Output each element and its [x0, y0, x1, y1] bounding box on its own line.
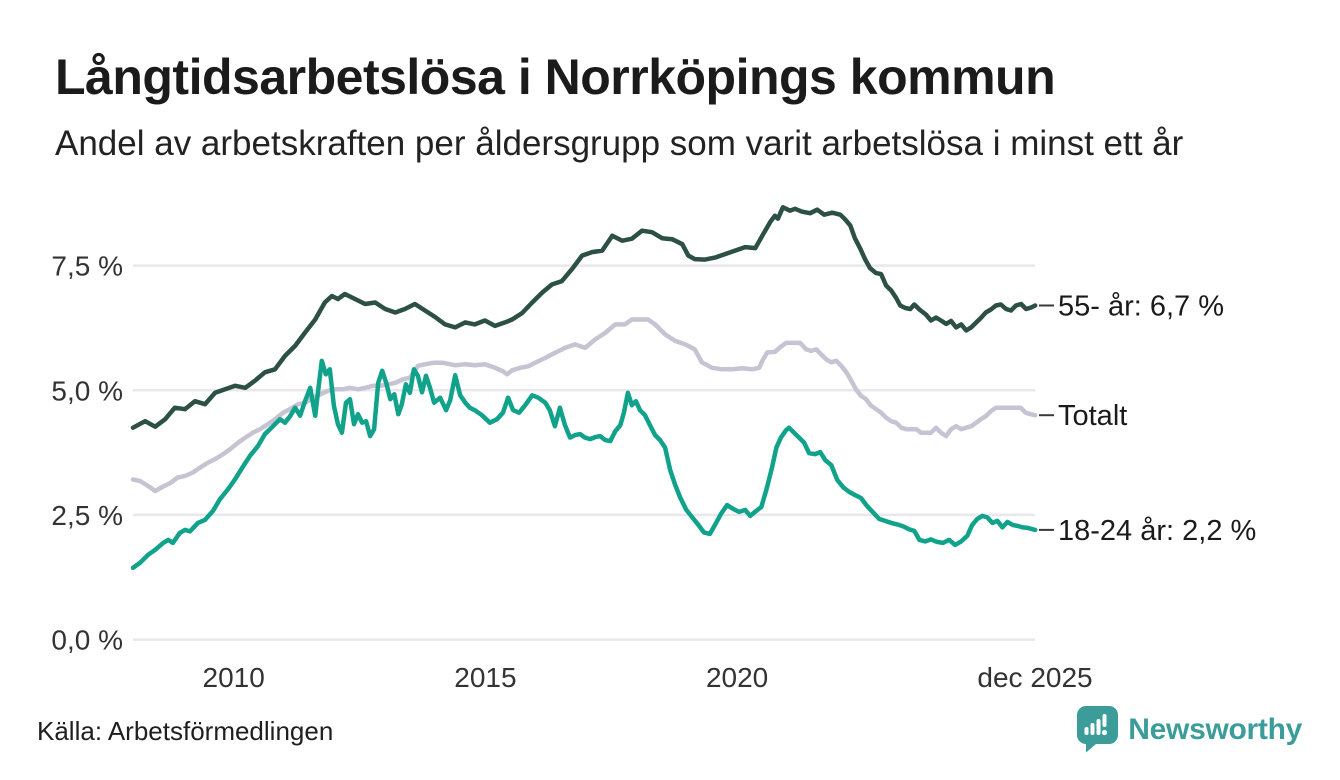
series-line-totalt [130, 317, 1038, 494]
y-tick-label: 5,0 % [51, 375, 123, 406]
page-title: Långtidsarbetslösa i Norrköpings kommun [55, 49, 1056, 105]
x-tick-label: 2015 [454, 662, 516, 693]
y-tick-label: 7,5 % [51, 251, 123, 282]
y-tick-label: 0,0 % [51, 625, 123, 656]
series-line-18-24-r [130, 358, 1038, 571]
brand-name: Newsworthy [1128, 712, 1302, 746]
brand-lockup: Newsworthy [1076, 706, 1302, 753]
series-line-55-r [130, 205, 1038, 430]
series-end-label: Totalt [1058, 400, 1127, 432]
x-tick-label: 2020 [706, 662, 768, 693]
x-tick-label: 2010 [203, 662, 265, 693]
chart-subtitle: Andel av arbetskraften per åldersgrupp s… [55, 124, 1184, 163]
y-tick-label: 2,5 % [51, 500, 123, 531]
source-note: Källa: Arbetsförmedlingen [37, 716, 334, 746]
series-end-label: 55- år: 6,7 % [1058, 290, 1224, 322]
newsworthy-logo-icon [1077, 706, 1119, 753]
x-tick-label: dec 2025 [977, 662, 1092, 693]
series-end-label: 18-24 år: 2,2 % [1058, 515, 1256, 547]
